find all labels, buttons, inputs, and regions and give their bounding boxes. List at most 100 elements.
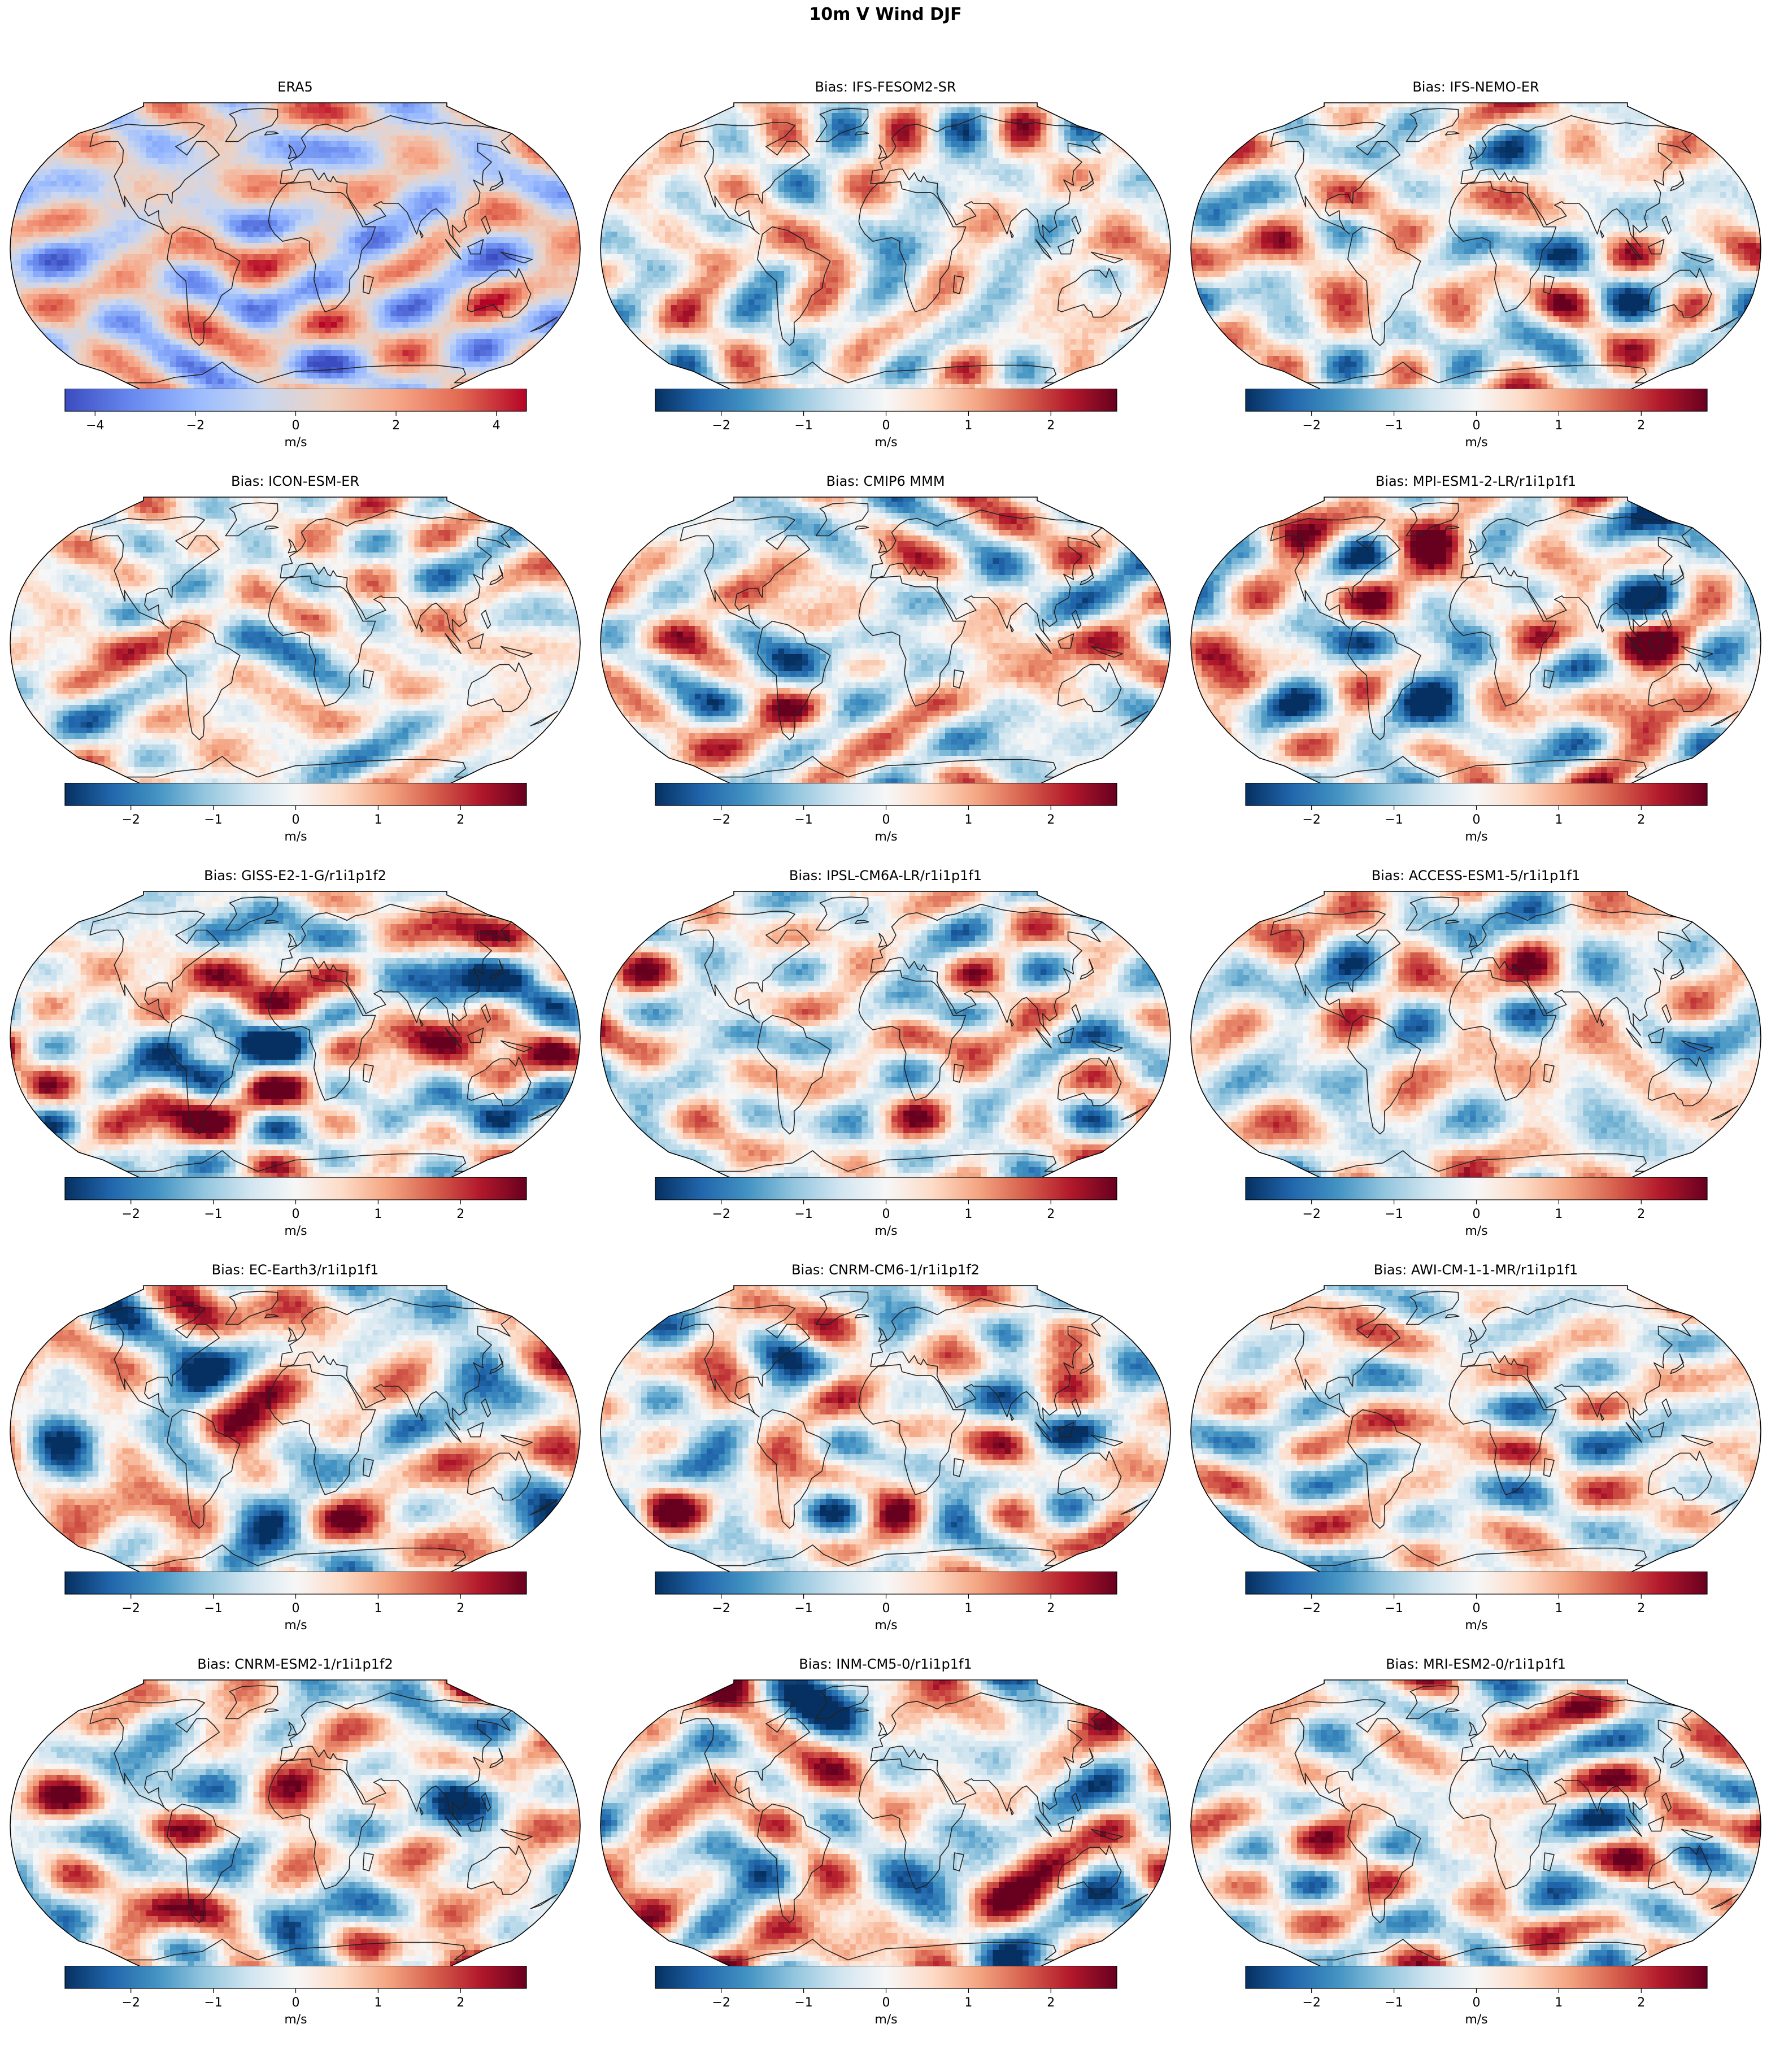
colorbar-tick: 0 <box>882 1594 890 1616</box>
colorbar-unit-label: m/s <box>874 2013 897 2027</box>
colorbar-tick: −2 <box>121 1200 140 1221</box>
colorbar-tick: −2 <box>121 1594 140 1616</box>
colorbar-tick: −2 <box>712 1594 730 1616</box>
colorbar-tick-label: −2 <box>712 1207 730 1221</box>
colorbar-unit-label: m/s <box>284 1224 307 1238</box>
map-svg <box>9 1285 581 1578</box>
colorbar: −2 −1 0 1 2m/s <box>655 1177 1117 1238</box>
colorbar-unit-label: m/s <box>874 1618 897 1633</box>
colorbar-svg: −2 −1 0 1 2m/s <box>0 1572 590 1651</box>
colorbar-tick-label: −2 <box>121 1207 140 1221</box>
colorbar-svg: −2 −1 0 1 2m/s <box>590 1572 1181 1651</box>
colorbar-gradient <box>65 783 526 806</box>
colorbar-gradient <box>655 1572 1117 1594</box>
colorbar-tick: 2 <box>1637 806 1645 827</box>
colorbar-tick: 0 <box>882 411 890 433</box>
colorbar-tick-label: 1 <box>964 1601 972 1616</box>
colorbar-gradient <box>655 783 1117 806</box>
colorbar-tick: 2 <box>456 1594 464 1616</box>
map-svg <box>9 890 581 1184</box>
panel-cmip6-mmm: Bias: CMIP6 MMM −2 −1 0 1 2 m/s <box>590 473 1181 868</box>
colorbar-tick-label: 0 <box>292 813 300 827</box>
colorbar-tick: 4 <box>493 411 501 433</box>
colorbar-tick-label: −2 <box>1302 1601 1320 1616</box>
colorbar-tick-label: 0 <box>292 1601 300 1616</box>
panel-mpi-esm1-2-lr: Bias: MPI-ESM1-2-LR/r1i1p1f1 −2 −1 0 1 2 m/s <box>1181 473 1771 868</box>
colorbar-tick-label: −1 <box>794 1207 812 1221</box>
colorbar-tick: 1 <box>1555 1594 1563 1616</box>
colorbar-svg: −2 −1 0 1 2m/s <box>590 783 1181 862</box>
field-cells <box>1190 496 1762 790</box>
colorbar-tick-label: 1 <box>374 1207 382 1221</box>
colorbar-tick: 0 <box>292 1200 300 1221</box>
colorbar-tick: 2 <box>1047 1200 1055 1221</box>
colorbar-tick-label: 2 <box>1047 1207 1055 1221</box>
colorbar-tick: 1 <box>964 1988 972 2010</box>
colorbar-tick: 2 <box>1047 806 1055 827</box>
colorbar-tick-label: 1 <box>1555 1996 1563 2010</box>
panel-icon-esm-er: Bias: ICON-ESM-ER −2 −1 0 1 2 m/s <box>0 473 590 868</box>
colorbar-tick: −1 <box>1385 1594 1403 1616</box>
colorbar-tick-label: 0 <box>292 419 300 433</box>
colorbar-tick-label: 2 <box>1637 419 1645 433</box>
field-cells <box>9 496 581 790</box>
colorbar-tick-label: 4 <box>493 419 501 433</box>
colorbar-tick: 2 <box>1637 411 1645 433</box>
colorbar-tick-label: 2 <box>1047 1996 1055 2010</box>
map-svg <box>1190 102 1762 395</box>
colorbar-tick: 0 <box>292 411 300 433</box>
colorbar: −2 −1 0 1 2m/s <box>1246 783 1707 844</box>
colorbar-tick: −1 <box>794 806 812 827</box>
colorbar-svg: −2 −1 0 1 2m/s <box>1181 389 1771 468</box>
colorbar-tick-label: 0 <box>1473 1996 1481 2010</box>
colorbar: −2 −1 0 1 2m/s <box>655 1966 1117 2027</box>
colorbar-tick: 2 <box>1047 1988 1055 2010</box>
panel-title: Bias: INM-CM5-0/r1i1p1f1 <box>590 1656 1181 1672</box>
colorbar-gradient <box>65 1966 526 1988</box>
colorbar-tick: −2 <box>1302 1200 1320 1221</box>
colorbar-tick: 2 <box>1637 1200 1645 1221</box>
colorbar: −2 −1 0 1 2m/s <box>65 1966 526 2027</box>
panel-title: ERA5 <box>0 79 590 95</box>
colorbar-unit-label: m/s <box>1465 1618 1487 1633</box>
colorbar-tick: −1 <box>204 1988 222 2010</box>
colorbar-gradient <box>65 1572 526 1594</box>
colorbar-tick: 0 <box>292 1594 300 1616</box>
colorbar-tick: −2 <box>1302 806 1320 827</box>
map-svg <box>9 1679 581 1973</box>
panel-title: Bias: GISS-E2-1-G/r1i1p1f2 <box>0 868 590 883</box>
field-cells <box>599 1285 1172 1578</box>
colorbar-tick: 1 <box>374 1594 382 1616</box>
colorbar-tick: 2 <box>456 806 464 827</box>
panel-title: Bias: CNRM-CM6-1/r1i1p1f2 <box>590 1262 1181 1278</box>
panel-title: Bias: AWI-CM-1-1-MR/r1i1p1f1 <box>1181 1262 1771 1278</box>
colorbar-tick-label: −2 <box>121 813 140 827</box>
colorbar-gradient <box>65 389 526 411</box>
colorbar: −2 −1 0 1 2m/s <box>1246 1572 1707 1633</box>
field-cells <box>9 1679 581 1973</box>
colorbar-tick-label: −2 <box>1302 1996 1320 2010</box>
field-cells <box>599 102 1172 395</box>
colorbar-tick-label: −2 <box>712 1996 730 2010</box>
field-cells <box>1190 1285 1762 1578</box>
colorbar-unit-label: m/s <box>1465 2013 1487 2027</box>
field-cells <box>1190 1679 1762 1973</box>
panel-mri-esm2-0: Bias: MRI-ESM2-0/r1i1p1f1 −2 −1 0 1 2 m/s <box>1181 1656 1771 2051</box>
panel-era5: ERA5 −4 −2 0 2 4 m/s <box>0 79 590 473</box>
colorbar-tick: 2 <box>1047 411 1055 433</box>
colorbar-gradient <box>1246 1177 1707 1200</box>
colorbar-tick: 1 <box>964 806 972 827</box>
colorbar-tick: −1 <box>1385 1988 1403 2010</box>
colorbar-tick-label: 2 <box>456 1996 464 2010</box>
colorbar-tick-label: −1 <box>204 1996 222 2010</box>
panel-inm-cm5-0: Bias: INM-CM5-0/r1i1p1f1 −2 −1 0 1 2 m/s <box>590 1656 1181 2051</box>
figure-title: 10m V Wind DJF <box>0 5 1771 24</box>
colorbar-svg: −2 −1 0 1 2m/s <box>1181 1966 1771 2045</box>
colorbar-tick-label: −1 <box>1385 1601 1403 1616</box>
colorbar-tick: 1 <box>1555 411 1563 433</box>
colorbar-tick-label: 1 <box>374 1996 382 2010</box>
colorbar-tick-label: −1 <box>1385 419 1403 433</box>
colorbar-tick: 2 <box>392 411 400 433</box>
colorbar-tick-label: −2 <box>1302 419 1320 433</box>
colorbar-tick-label: 1 <box>374 813 382 827</box>
